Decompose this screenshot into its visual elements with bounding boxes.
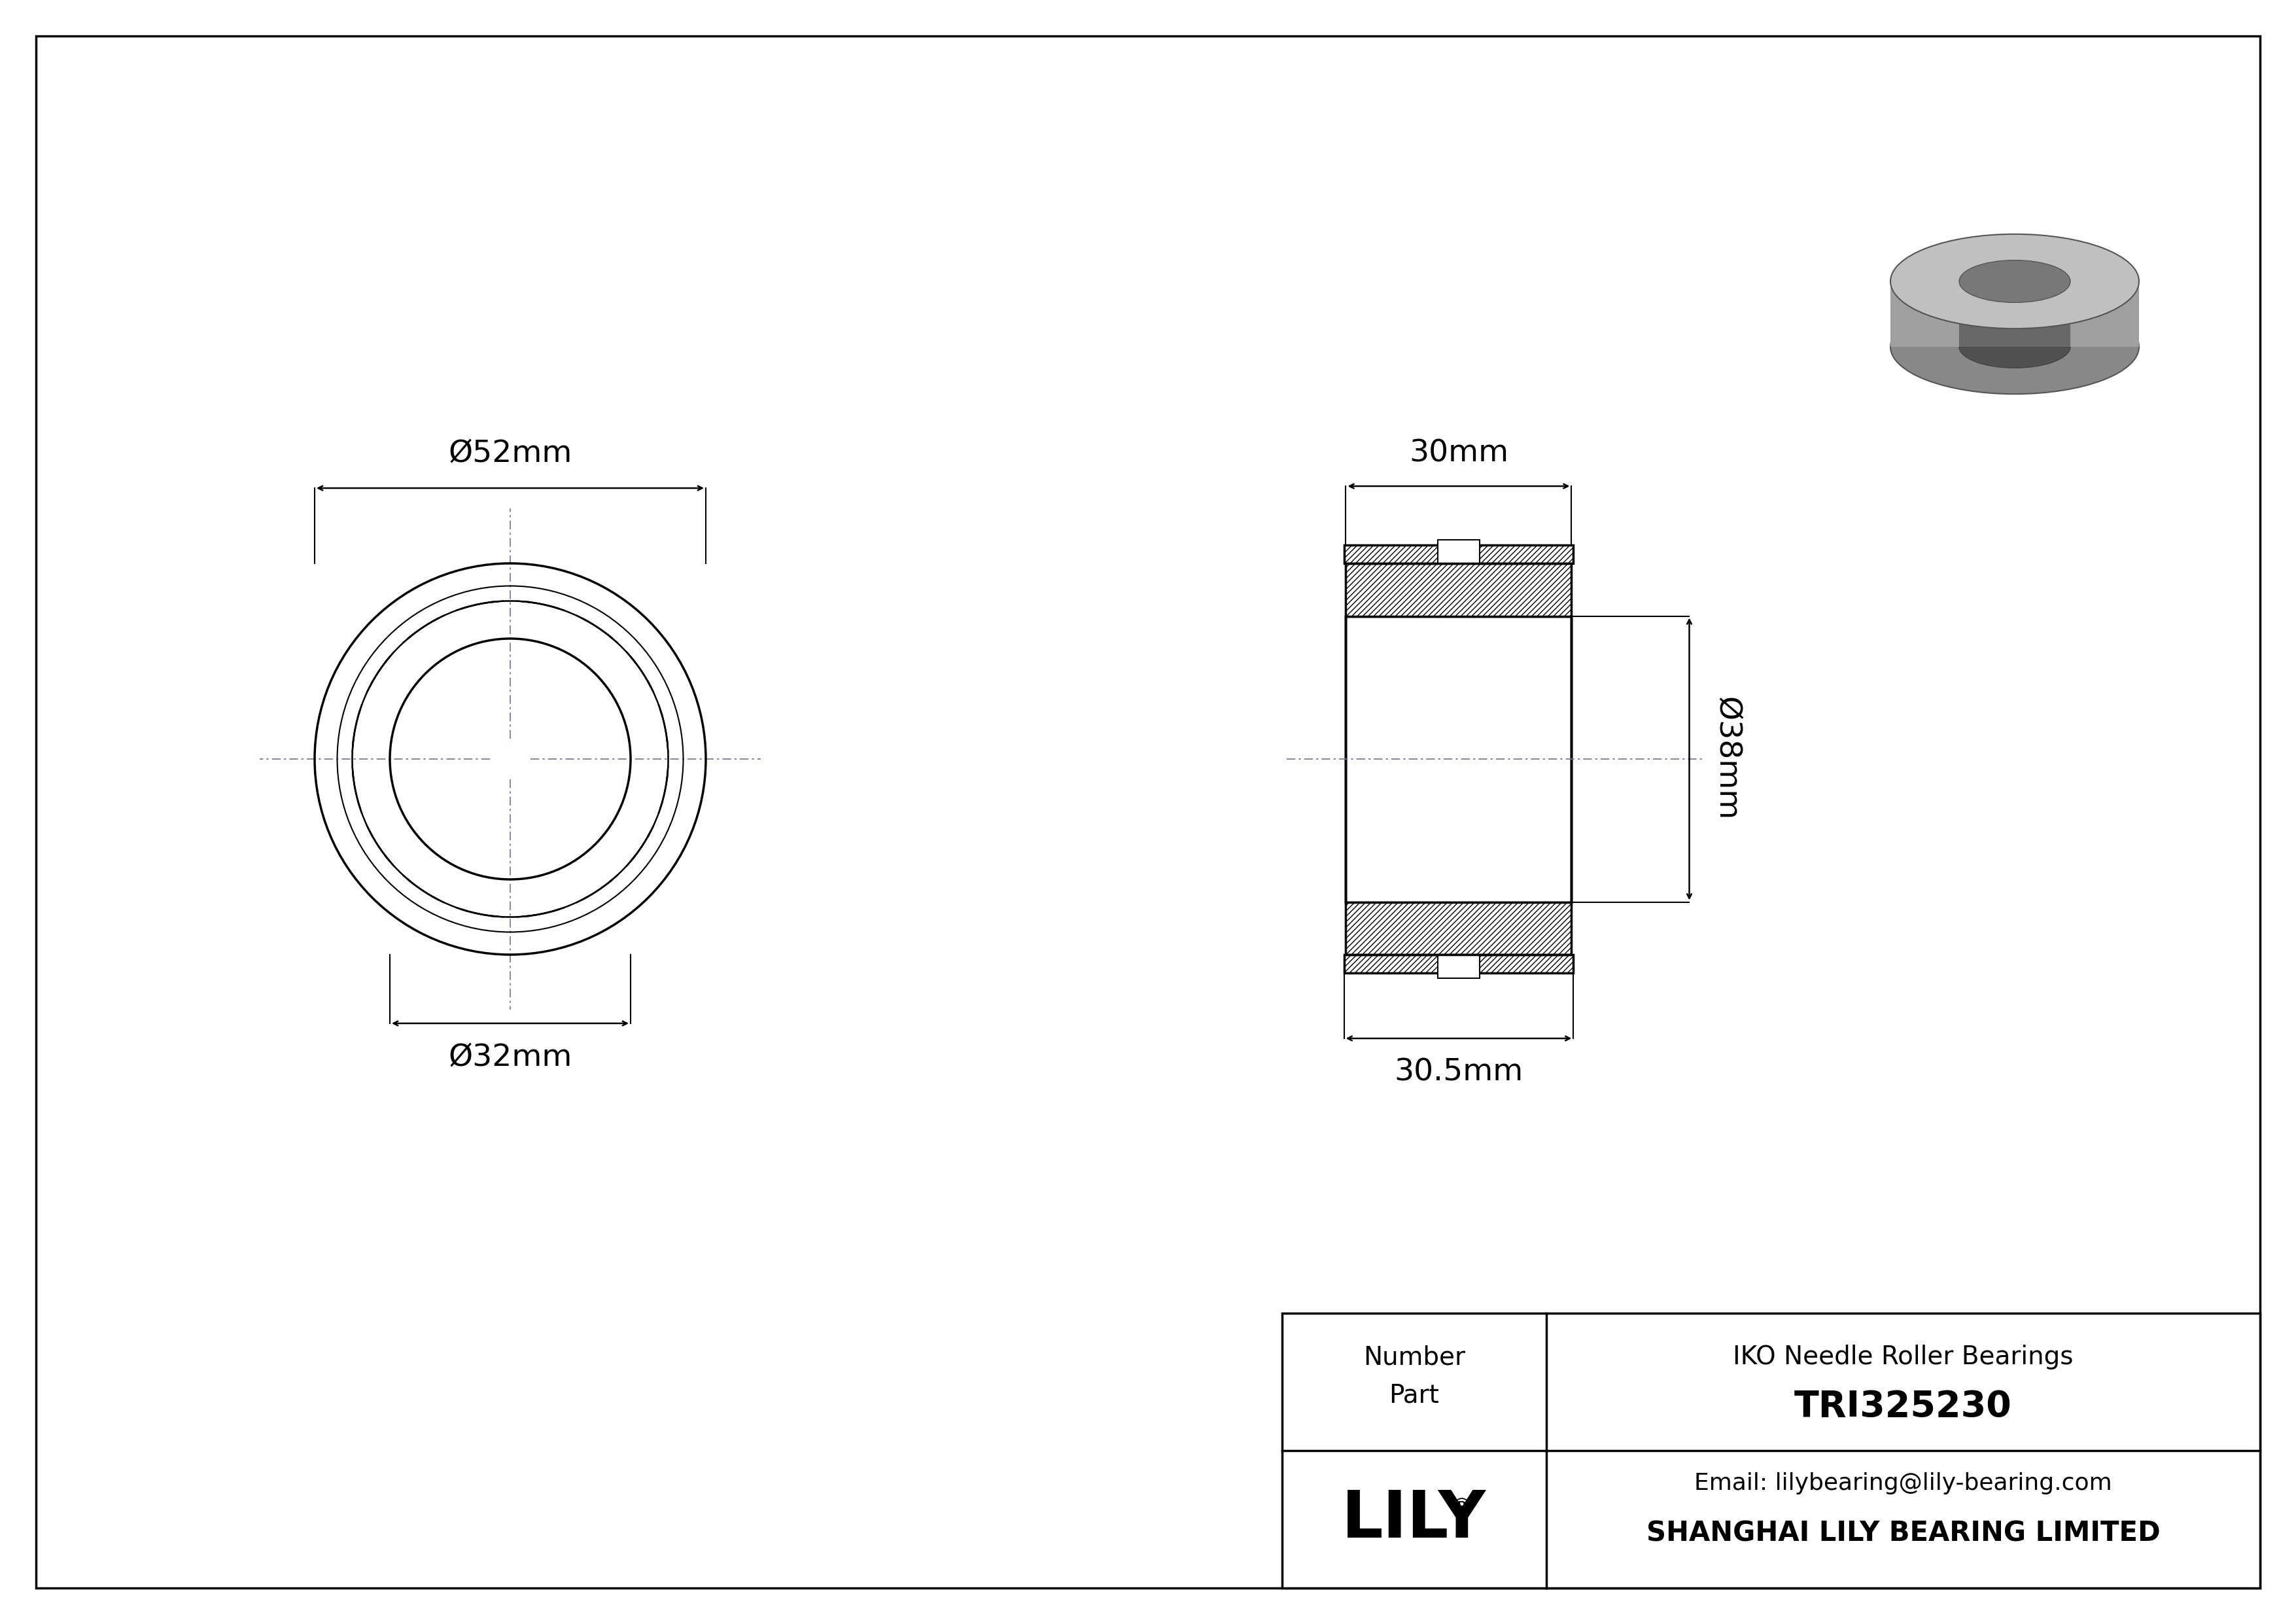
Bar (1343, 955, 1573, 973)
Ellipse shape (1958, 326, 2071, 369)
Text: TRI325230: TRI325230 (1793, 1389, 2011, 1424)
Bar (1958, 281, 2071, 348)
Text: Ø38mm: Ø38mm (1713, 697, 1743, 822)
Text: 30mm: 30mm (1410, 438, 1508, 468)
Bar (1345, 615, 1570, 901)
Text: Number: Number (1364, 1345, 1465, 1369)
Bar (1345, 901, 1570, 955)
Text: LILY: LILY (1341, 1488, 1486, 1551)
Text: Ø32mm: Ø32mm (448, 1043, 572, 1072)
Text: Part: Part (1389, 1384, 1440, 1408)
Ellipse shape (1958, 260, 2071, 302)
Ellipse shape (1890, 299, 2140, 395)
Text: SHANGHAI LILY BEARING LIMITED: SHANGHAI LILY BEARING LIMITED (1646, 1520, 2161, 1546)
Ellipse shape (1890, 234, 2140, 328)
Bar (1281, 1314, 2259, 1588)
Bar (1345, 564, 1570, 955)
Text: Email: lilybearing@lily-bearing.com: Email: lilybearing@lily-bearing.com (1694, 1473, 2112, 1494)
Bar (1343, 546, 1573, 564)
Text: ®: ® (1451, 1497, 1472, 1518)
Bar (1343, 546, 1573, 564)
Text: 30.5mm: 30.5mm (1394, 1057, 1522, 1088)
Bar (1343, 955, 1573, 973)
Text: Ø52mm: Ø52mm (448, 438, 572, 468)
Bar (1437, 955, 1479, 978)
Text: IKO Needle Roller Bearings: IKO Needle Roller Bearings (1733, 1345, 2073, 1369)
Bar (1345, 564, 1570, 615)
Bar (1890, 281, 2140, 348)
Bar (1345, 615, 1570, 901)
Bar (1437, 539, 1479, 564)
